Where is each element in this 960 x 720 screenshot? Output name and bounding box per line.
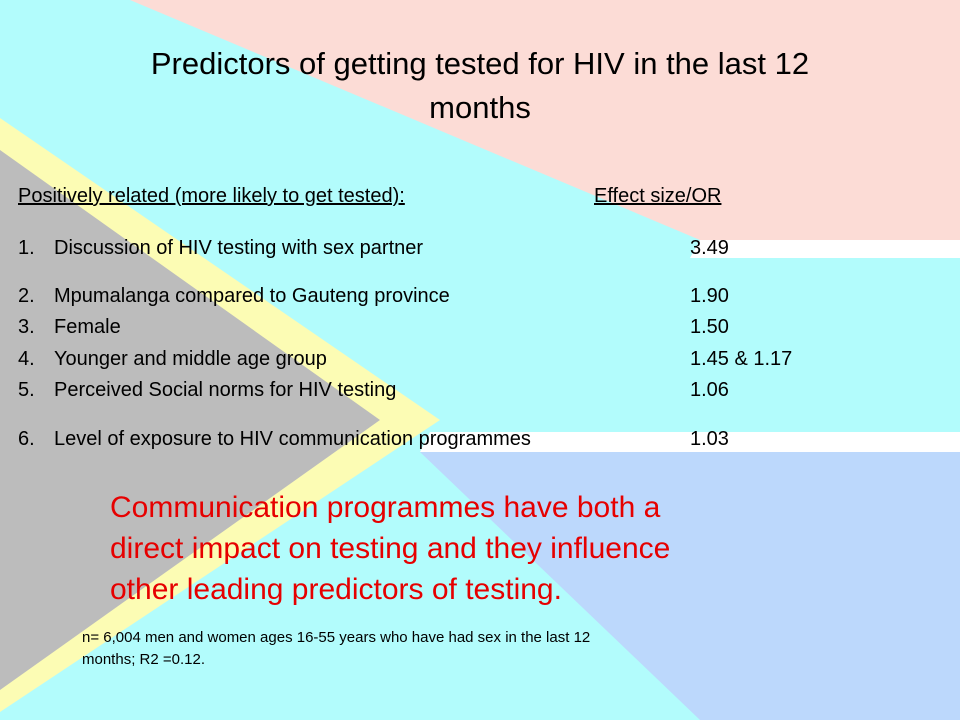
flag-white-stripe-bottom xyxy=(420,432,960,452)
row-label: Female xyxy=(54,316,121,338)
row-number: 3. xyxy=(18,316,35,338)
row-value: 1.03 xyxy=(690,428,729,450)
table-header-predictors: Positively related (more likely to get t… xyxy=(18,185,405,207)
callout-line-1: Communication programmes have both a xyxy=(110,491,661,524)
callout-line-3: other leading predictors of testing. xyxy=(110,573,562,606)
table-row: 2. Mpumalanga compared to Gauteng provin… xyxy=(0,285,960,311)
row-number: 1. xyxy=(18,237,35,259)
table-row: 3. Female 1.50 xyxy=(0,316,960,342)
flag-pink-field xyxy=(130,0,960,240)
table-row: 1. Discussion of HIV testing with sex pa… xyxy=(0,237,960,263)
footnote: n= 6,004 men and women ages 16-55 years … xyxy=(82,627,842,671)
table-row: 4. Younger and middle age group 1.45 & 1… xyxy=(0,348,960,374)
row-label: Level of exposure to HIV communication p… xyxy=(54,428,531,450)
row-number: 5. xyxy=(18,379,35,401)
row-value: 1.06 xyxy=(690,379,729,401)
footnote-line-1: n= 6,004 men and women ages 16-55 years … xyxy=(82,629,591,646)
row-number: 4. xyxy=(18,348,35,370)
flag-blue-field xyxy=(420,452,960,720)
row-number: 6. xyxy=(18,428,35,450)
flag-grey-triangle xyxy=(0,150,380,690)
title-line-1: Predictors of getting tested for HIV in … xyxy=(150,46,810,81)
row-label: Perceived Social norms for HIV testing xyxy=(54,379,397,401)
table-row: 6. Level of exposure to HIV communicatio… xyxy=(0,428,960,454)
slide-title: Predictors of getting tested for HIV in … xyxy=(60,42,900,130)
row-value: 3.49 xyxy=(690,237,729,259)
footnote-line-2: months; R2 =0.12. xyxy=(82,651,205,668)
table-header-effect-size: Effect size/OR xyxy=(594,185,722,207)
row-value: 1.50 xyxy=(690,316,729,338)
callout-text: Communication programmes have both a dir… xyxy=(110,487,850,610)
row-value: 1.90 xyxy=(690,285,729,307)
title-line-2: months xyxy=(429,90,531,125)
row-label: Discussion of HIV testing with sex partn… xyxy=(54,237,424,259)
row-label: Mpumalanga compared to Gauteng province xyxy=(54,285,450,307)
row-label: Younger and middle age group xyxy=(54,348,327,370)
row-number: 2. xyxy=(18,285,35,307)
callout-line-2: direct impact on testing and they influe… xyxy=(110,532,671,565)
flag-white-stripe-top xyxy=(690,240,960,258)
row-value: 1.45 & 1.17 xyxy=(690,348,793,370)
table-row: 5. Perceived Social norms for HIV testin… xyxy=(0,379,960,405)
